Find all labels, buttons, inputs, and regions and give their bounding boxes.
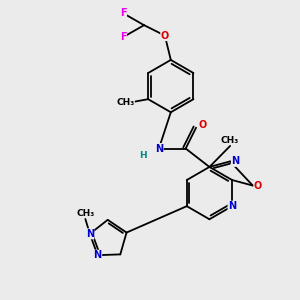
Text: O: O	[199, 120, 207, 130]
Text: N: N	[231, 156, 239, 167]
Text: O: O	[254, 181, 262, 190]
Text: CH₃: CH₃	[221, 136, 239, 145]
Text: F: F	[120, 32, 127, 42]
Text: CH₃: CH₃	[116, 98, 134, 106]
Text: F: F	[120, 8, 127, 18]
Text: N: N	[155, 143, 163, 154]
Text: CH₃: CH₃	[76, 208, 94, 217]
Text: H: H	[139, 152, 146, 160]
Text: N: N	[228, 201, 236, 211]
Text: N: N	[86, 229, 94, 239]
Text: O: O	[161, 31, 169, 40]
Text: N: N	[94, 250, 102, 260]
